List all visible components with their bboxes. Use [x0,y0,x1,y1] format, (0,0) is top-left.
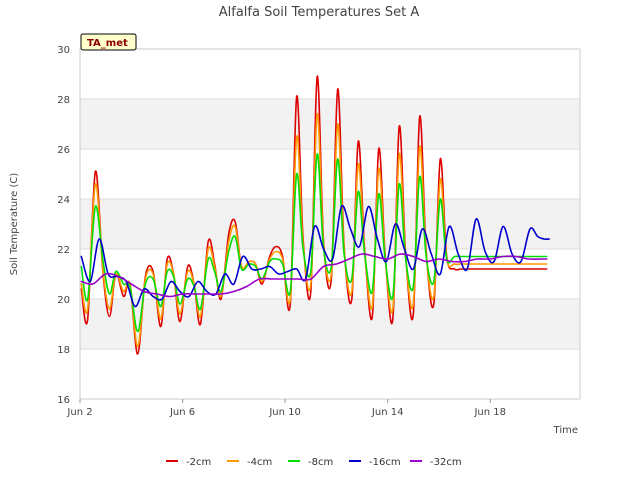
x-tick-label: Jun 2 [66,407,92,418]
legend-label: -8cm [308,457,333,468]
x-axis-ticks: Jun 2 Jun 6 Jun 10 Jun 14 Jun 18 [66,399,506,418]
y-axis-ticks: 16 18 20 22 24 26 28 30 [57,45,70,406]
chart-title: Alfalfa Soil Temperatures Set A [219,5,420,20]
legend-item: -16cm [349,457,401,468]
y-tick-label: 24 [57,195,70,206]
legend-item: -2cm [166,457,211,468]
band [80,49,580,99]
band [80,299,580,349]
series-line-minus-32cm [80,253,548,298]
y-axis-label: Soil Temperature (C) [9,173,20,276]
x-axis-label: Time [553,425,578,436]
band [80,199,580,249]
series-line-minus-8cm [80,153,548,333]
y-tick-label: 28 [57,95,70,106]
legend-label: -4cm [247,457,272,468]
y-tick-label: 30 [57,45,70,56]
plot-frame [79,48,581,400]
legend-item: -8cm [288,457,333,468]
band [80,99,580,149]
x-tick-label: Jun 18 [473,407,506,418]
y-tick-label: 20 [57,295,70,306]
series-lines [80,75,550,355]
y-tick-label: 16 [57,395,70,406]
legend-item: -4cm [227,457,272,468]
legend-label: -16cm [369,457,401,468]
annotation-badge: TA_met [80,33,137,51]
legend-label: -2cm [186,457,211,468]
x-tick-label: Jun 10 [268,407,301,418]
legend-label: -32cm [430,457,462,468]
background-bands [80,49,580,399]
x-tick-label: Jun 14 [371,407,404,418]
band [80,149,580,199]
series-line-minus-16cm [80,204,550,308]
legend-item: -32cm [410,457,462,468]
legend: -2cm -4cm -8cm -16cm -32cm [166,457,462,468]
x-tick-label: Jun 6 [169,407,195,418]
y-tick-label: 26 [57,145,70,156]
y-tick-label: 22 [57,245,70,256]
annotation-text: TA_met [87,38,128,49]
band [80,349,580,399]
y-tick-label: 18 [57,345,70,356]
